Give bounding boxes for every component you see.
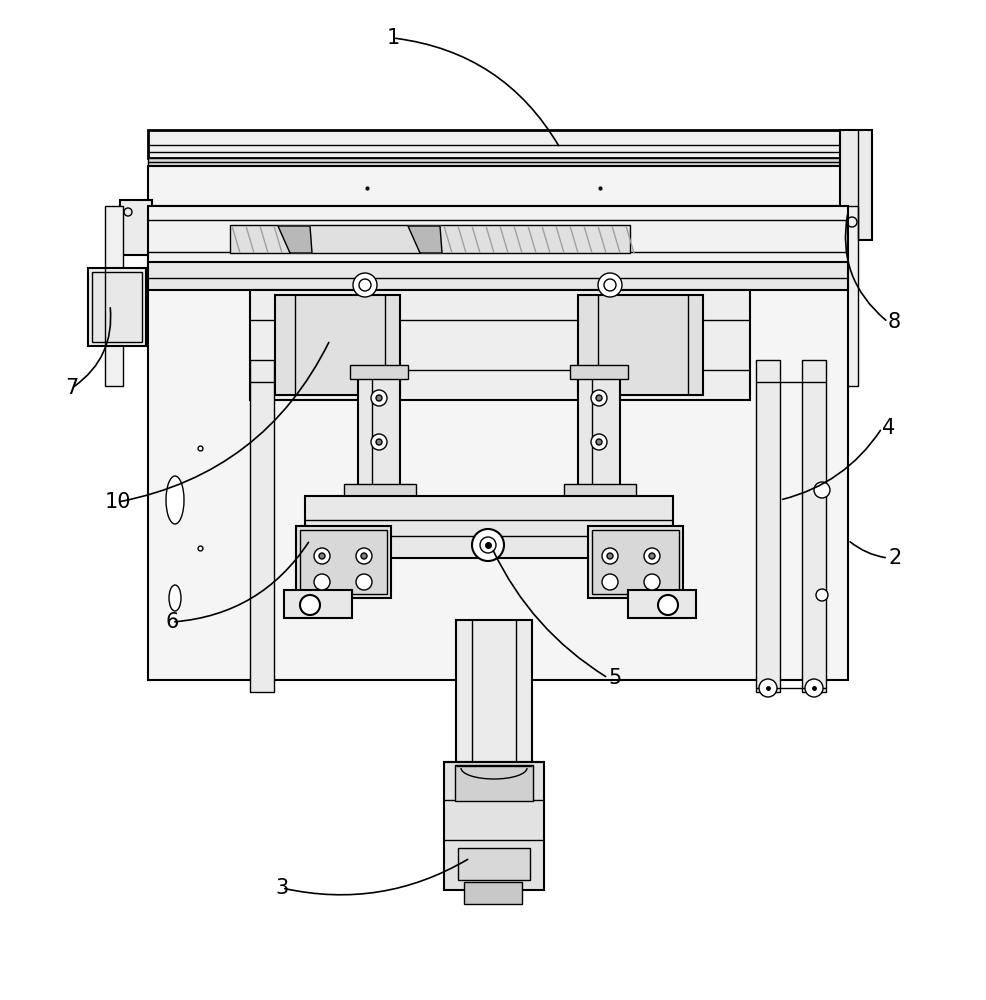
Circle shape [353, 273, 377, 297]
Bar [148, 268, 848, 680]
Circle shape [644, 574, 660, 590]
Circle shape [314, 574, 330, 590]
Text: 10: 10 [105, 492, 131, 512]
Text: 6: 6 [166, 612, 178, 632]
Polygon shape [278, 226, 312, 253]
Circle shape [644, 548, 660, 564]
Circle shape [591, 390, 607, 406]
Bar [570, 365, 628, 379]
Bar [588, 526, 683, 598]
Bar [344, 484, 416, 498]
Bar [120, 200, 152, 255]
Circle shape [356, 574, 372, 590]
Bar [464, 882, 522, 904]
Bar [456, 620, 532, 768]
Text: 5: 5 [608, 668, 621, 688]
Bar [756, 360, 780, 692]
Bar [105, 206, 123, 386]
Circle shape [314, 548, 330, 564]
Bar [92, 272, 142, 342]
Bar [296, 526, 391, 598]
Ellipse shape [169, 585, 181, 611]
Bar [250, 290, 750, 400]
Bar [148, 166, 848, 206]
Bar [305, 496, 673, 558]
Circle shape [658, 595, 678, 615]
Bar [300, 530, 387, 594]
Bar [148, 130, 848, 158]
Bar [148, 262, 848, 290]
Circle shape [598, 273, 622, 297]
Bar [458, 848, 530, 880]
Text: 4: 4 [882, 418, 895, 438]
Text: 8: 8 [888, 312, 901, 332]
Bar [578, 295, 703, 395]
Circle shape [356, 548, 372, 564]
Circle shape [591, 434, 607, 450]
Ellipse shape [166, 476, 184, 524]
Bar [148, 206, 848, 266]
Circle shape [371, 434, 387, 450]
Circle shape [361, 553, 367, 559]
Text: 3: 3 [275, 878, 289, 898]
Bar [455, 765, 533, 801]
Circle shape [602, 574, 618, 590]
Bar [250, 360, 274, 692]
Bar [592, 530, 679, 594]
Circle shape [376, 395, 382, 401]
Polygon shape [408, 226, 442, 253]
Text: 1: 1 [387, 28, 399, 48]
Bar [88, 268, 146, 346]
Circle shape [596, 439, 602, 445]
Circle shape [602, 548, 618, 564]
Bar [578, 368, 620, 488]
Bar [284, 590, 352, 618]
Circle shape [376, 439, 382, 445]
Bar [230, 225, 630, 253]
Circle shape [649, 553, 655, 559]
Bar [148, 158, 848, 166]
Bar [275, 295, 400, 395]
Circle shape [759, 679, 777, 697]
Bar [350, 365, 408, 379]
Circle shape [371, 390, 387, 406]
Bar [840, 130, 872, 240]
Circle shape [814, 482, 830, 498]
Circle shape [604, 279, 616, 291]
Circle shape [480, 537, 496, 553]
Circle shape [816, 589, 828, 601]
Circle shape [472, 529, 504, 561]
Text: 2: 2 [888, 548, 901, 568]
Bar [564, 484, 636, 498]
Circle shape [805, 679, 823, 697]
Circle shape [319, 553, 325, 559]
Circle shape [596, 395, 602, 401]
Bar [444, 762, 544, 890]
Circle shape [359, 279, 371, 291]
Text: 7: 7 [65, 378, 79, 398]
Circle shape [300, 595, 320, 615]
Circle shape [607, 553, 613, 559]
Bar [840, 206, 858, 386]
Bar [358, 368, 400, 488]
Bar [628, 590, 696, 618]
Bar [802, 360, 826, 692]
